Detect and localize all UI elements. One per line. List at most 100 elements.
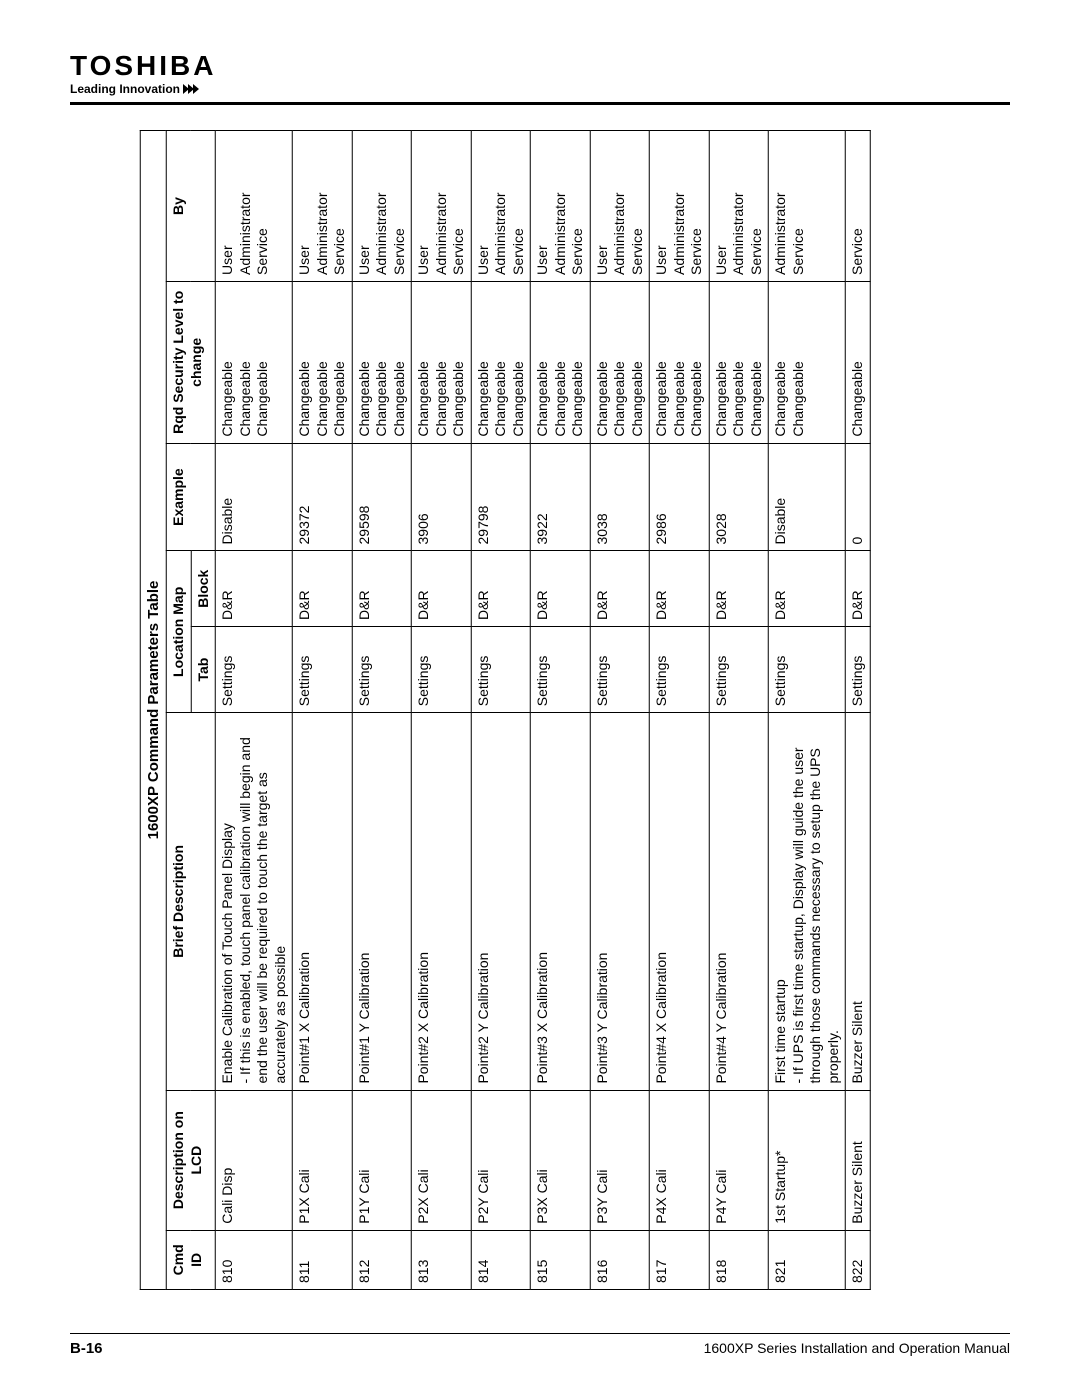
- cell-by: UserAdministratorService: [649, 131, 709, 282]
- table-row: 8211st Startup*First time startup- If UP…: [768, 131, 845, 1290]
- table-row: 811P1X CaliPoint#1 X CalibrationSettings…: [292, 131, 352, 1290]
- cell-cmd: 815: [530, 1230, 590, 1289]
- cell-example: 3038: [590, 443, 650, 551]
- cell-brief: Point#1 Y Calibration: [352, 713, 412, 1090]
- cell-block: D&R: [845, 551, 870, 626]
- table-body: 810Cali DispEnable Calibration of Touch …: [215, 131, 870, 1290]
- cell-example: 29798: [471, 443, 531, 551]
- cell-example: Disable: [215, 443, 292, 551]
- table-title: 1600XP Command Parameters Table: [140, 130, 166, 1290]
- cell-sec: ChangeableChangeableChangeable: [352, 281, 412, 443]
- cell-brief: Enable Calibration of Touch Panel Displa…: [215, 713, 292, 1090]
- col-example-header: Example: [166, 443, 215, 551]
- cell-cmd: 822: [845, 1230, 870, 1289]
- cell-sec: ChangeableChangeable: [768, 281, 845, 443]
- cell-sec: ChangeableChangeableChangeable: [215, 281, 292, 443]
- cell-block: D&R: [215, 551, 292, 626]
- table-header: Cmd ID Description on LCD Brief Descript…: [166, 131, 215, 1290]
- col-location-map-header: Location Map: [166, 551, 191, 713]
- cell-brief: Point#3 X Calibration: [530, 713, 590, 1090]
- cell-by: UserAdministratorService: [215, 131, 292, 282]
- header-rule: [70, 102, 1010, 105]
- cell-cmd: 814: [471, 1230, 531, 1289]
- cell-tab: Settings: [845, 626, 870, 712]
- table-row: 815P3X CaliPoint#3 X CalibrationSettings…: [530, 131, 590, 1290]
- cell-tab: Settings: [649, 626, 709, 712]
- page: TOSHIBA Leading Innovation 1600XP Comman…: [0, 0, 1080, 1397]
- cell-brief: Point#2 Y Calibration: [471, 713, 531, 1090]
- cell-block: D&R: [352, 551, 412, 626]
- cell-desc: 1st Startup*: [768, 1090, 845, 1230]
- cell-cmd: 811: [292, 1230, 352, 1289]
- cell-by: UserAdministratorService: [292, 131, 352, 282]
- cell-tab: Settings: [530, 626, 590, 712]
- cell-block: D&R: [530, 551, 590, 626]
- col-security-header: Rqd Security Level to change: [166, 281, 215, 443]
- table-header-row-1: Cmd ID Description on LCD Brief Descript…: [166, 131, 191, 1290]
- cell-example: 2986: [649, 443, 709, 551]
- cell-brief: Buzzer Silent: [845, 713, 870, 1090]
- cell-example: Disable: [768, 443, 845, 551]
- brand-tagline: Leading Innovation: [70, 82, 1010, 96]
- cell-desc: P2Y Cali: [471, 1090, 531, 1230]
- cell-sec: Changeable: [845, 281, 870, 443]
- cell-brief: Point#1 X Calibration: [292, 713, 352, 1090]
- table-row: 813P2X CaliPoint#2 X CalibrationSettings…: [411, 131, 471, 1290]
- cell-sec: ChangeableChangeableChangeable: [590, 281, 650, 443]
- chevrons-icon: [184, 84, 199, 94]
- cell-desc: P3X Cali: [530, 1090, 590, 1230]
- cell-block: D&R: [649, 551, 709, 626]
- cell-desc: P1Y Cali: [352, 1090, 412, 1230]
- cell-desc: Buzzer Silent: [845, 1090, 870, 1230]
- cell-tab: Settings: [471, 626, 531, 712]
- cell-sec: ChangeableChangeableChangeable: [292, 281, 352, 443]
- cell-brief: Point#2 X Calibration: [411, 713, 471, 1090]
- cell-desc: Cali Disp: [215, 1090, 292, 1230]
- command-parameters-table: 1600XP Command Parameters Table Cmd ID D…: [140, 130, 871, 1290]
- cell-block: D&R: [471, 551, 531, 626]
- cell-example: 3922: [530, 443, 590, 551]
- cell-cmd: 816: [590, 1230, 650, 1289]
- cell-by: UserAdministratorService: [471, 131, 531, 282]
- cell-cmd: 813: [411, 1230, 471, 1289]
- cell-sec: ChangeableChangeableChangeable: [530, 281, 590, 443]
- cell-by: UserAdministratorService: [590, 131, 650, 282]
- cell-by: AdministratorService: [768, 131, 845, 282]
- header-logo-block: TOSHIBA Leading Innovation: [70, 50, 1010, 96]
- table-row: 822Buzzer SilentBuzzer SilentSettingsD&R…: [845, 131, 870, 1290]
- cell-cmd: 817: [649, 1230, 709, 1289]
- cell-by: UserAdministratorService: [411, 131, 471, 282]
- page-footer: B-16 1600XP Series Installation and Oper…: [70, 1333, 1010, 1357]
- cell-brief: Point#4 X Calibration: [649, 713, 709, 1090]
- col-block-header: Block: [191, 551, 216, 626]
- cell-block: D&R: [292, 551, 352, 626]
- col-by-header: By: [166, 131, 215, 282]
- cell-desc: P2X Cali: [411, 1090, 471, 1230]
- cell-example: 3906: [411, 443, 471, 551]
- cell-by: Service: [845, 131, 870, 282]
- cell-block: D&R: [768, 551, 845, 626]
- cell-cmd: 812: [352, 1230, 412, 1289]
- cell-by: UserAdministratorService: [530, 131, 590, 282]
- page-number: B-16: [70, 1340, 103, 1357]
- cell-sec: ChangeableChangeableChangeable: [649, 281, 709, 443]
- table-row: 810Cali DispEnable Calibration of Touch …: [215, 131, 292, 1290]
- cell-tab: Settings: [590, 626, 650, 712]
- col-tab-header: Tab: [191, 626, 216, 712]
- cell-sec: ChangeableChangeableChangeable: [709, 281, 769, 443]
- cell-desc: P3Y Cali: [590, 1090, 650, 1230]
- cell-example: 3028: [709, 443, 769, 551]
- table-row: 817P4X CaliPoint#4 X CalibrationSettings…: [649, 131, 709, 1290]
- cell-tab: Settings: [411, 626, 471, 712]
- cell-block: D&R: [411, 551, 471, 626]
- cell-example: 0: [845, 443, 870, 551]
- tagline-text: Leading Innovation: [70, 82, 180, 96]
- brand-logo: TOSHIBA: [70, 50, 1010, 82]
- col-brief-header: Brief Description: [166, 713, 215, 1090]
- cell-tab: Settings: [352, 626, 412, 712]
- cell-cmd: 821: [768, 1230, 845, 1289]
- cell-example: 29372: [292, 443, 352, 551]
- table-row: 814P2Y CaliPoint#2 Y CalibrationSettings…: [471, 131, 531, 1290]
- table-row: 818P4Y CaliPoint#4 Y CalibrationSettings…: [709, 131, 769, 1290]
- cell-sec: ChangeableChangeableChangeable: [471, 281, 531, 443]
